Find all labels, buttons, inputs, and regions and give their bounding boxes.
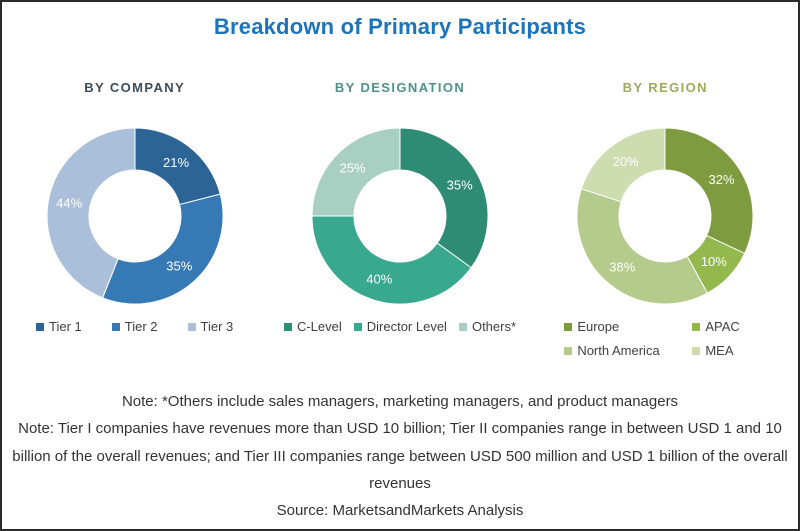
legend-label-apac: APAC <box>705 319 740 334</box>
legend-swatch-tier-3 <box>187 322 196 331</box>
figure-notes: Note: *Others include sales managers, ma… <box>12 388 788 524</box>
note-tiers: Note: Tier I companies have revenues mor… <box>12 420 788 492</box>
chart-heading-by-company: BY COMPANY <box>84 80 186 95</box>
legend-label-mea: MEA <box>705 343 734 358</box>
donut-chart-by-region: 32% 10% 38% 20% <box>576 127 754 305</box>
donut-slice-director-level <box>311 215 472 305</box>
donut-slice-value-apac: 10% <box>701 254 727 269</box>
donut-slice-value-europe: 32% <box>709 172 735 187</box>
legend-swatch-mea <box>692 346 701 355</box>
legend-item-tier-1: Tier 1 <box>36 319 82 334</box>
legend-by-designation: C-Level Director Level Others* <box>267 319 532 334</box>
donut-slice-value-tier-3: 44% <box>56 195 82 210</box>
legend-item-tier-3: Tier 3 <box>187 319 234 334</box>
donut-slice-c-level <box>399 127 489 269</box>
page-title: Breakdown of Primary Participants <box>213 14 587 39</box>
donut-slice-north-america <box>576 188 709 305</box>
donut-slice-mea <box>580 127 666 203</box>
legend-swatch-tier-2 <box>111 322 120 331</box>
donut-slice-value-tier-2: 35% <box>166 258 192 273</box>
legend-by-company: Tier 1 Tier 2 Tier 3 <box>2 319 267 334</box>
legend-item-north-america: North America <box>564 343 692 358</box>
charts-row: BY COMPANY 21% 35% 44% Tier 1 Tier 2 Tier 3 … <box>2 80 798 358</box>
legend-item-c-level: C-Level <box>283 319 342 334</box>
chart-heading-by-designation: BY DESIGNATION <box>334 80 466 95</box>
chart-by-company: BY COMPANY 21% 35% 44% Tier 1 Tier 2 Tier 3 <box>2 80 267 358</box>
legend-label-north-america: North America <box>577 343 660 358</box>
donut-slice-value-c-level: 35% <box>447 178 473 193</box>
donut-slice-value-others: 25% <box>340 161 366 176</box>
legend-label-tier-2: Tier 2 <box>124 319 158 334</box>
donut-wrap: 35% 40% 25% <box>267 121 532 311</box>
donut-slice-tier-3 <box>46 127 136 299</box>
legend-label-tier-3: Tier 3 <box>200 319 234 334</box>
legend-label-c-level: C-Level <box>296 319 342 334</box>
legend-swatch-director-level <box>353 322 362 331</box>
donut-slice-value-tier-1: 21% <box>163 155 189 170</box>
legend-swatch-north-america <box>564 346 573 355</box>
legend-swatch-c-level <box>283 322 292 331</box>
source-note: Source: MarketsandMarkets Analysis <box>276 502 524 520</box>
legend-item-mea: MEA <box>692 343 766 358</box>
legend-by-region: Europe APAC North America MEA <box>533 319 798 358</box>
donut-slice-europe <box>664 127 754 255</box>
donut-slice-tier-2 <box>101 193 224 305</box>
donut-slice-others <box>311 127 401 217</box>
legend-item-others: Others* <box>458 319 517 334</box>
donut-slice-value-director-level: 40% <box>366 272 392 287</box>
legend-swatch-others <box>458 322 467 331</box>
donut-wrap: 32% 10% 38% 20% <box>533 121 798 311</box>
legend-swatch-apac <box>692 322 701 331</box>
legend-swatch-europe <box>564 322 573 331</box>
legend-item-europe: Europe <box>564 319 692 334</box>
legend-item-tier-2: Tier 2 <box>111 319 158 334</box>
legend-item-director-level: Director Level <box>353 319 447 334</box>
chart-heading-by-region: BY REGION <box>622 80 708 95</box>
donut-chart-by-company: 21% 35% 44% <box>46 127 224 305</box>
legend-swatch-tier-1 <box>36 322 45 331</box>
chart-by-region: BY REGION 32% 10% 38% 20% Europe APAC North A… <box>533 80 798 358</box>
donut-slice-value-mea: 20% <box>613 154 639 169</box>
chart-by-designation: BY DESIGNATION 35% 40% 25% C-Level Director… <box>267 80 532 358</box>
legend-label-others: Others* <box>471 319 517 334</box>
legend-label-tier-1: Tier 1 <box>49 319 82 334</box>
legend-label-europe: Europe <box>577 319 620 334</box>
note-others: Note: *Others include sales managers, ma… <box>121 393 679 410</box>
donut-chart-by-designation: 35% 40% 25% <box>311 127 489 305</box>
legend-item-apac: APAC <box>692 319 766 334</box>
donut-wrap: 21% 35% 44% <box>2 121 267 311</box>
donut-slice-value-north-america: 38% <box>610 260 636 275</box>
legend-label-director-level: Director Level <box>366 319 447 334</box>
